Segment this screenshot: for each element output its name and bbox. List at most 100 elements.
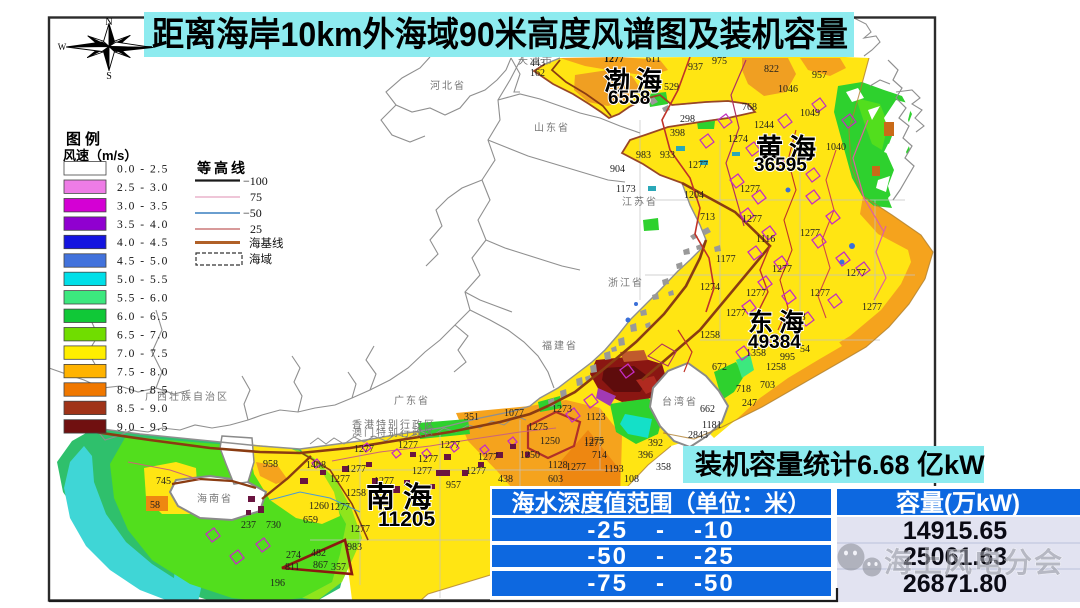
svg-text:398: 398 (670, 128, 685, 139)
svg-text:1277: 1277 (354, 444, 374, 455)
svg-text:1277: 1277 (440, 440, 460, 451)
svg-text:1250: 1250 (540, 436, 560, 447)
svg-text:1274: 1274 (700, 282, 720, 293)
svg-text:1277: 1277 (746, 288, 766, 299)
svg-text:澳门特别行政区: 澳门特别行政区 (352, 426, 436, 439)
svg-text:风速（m/s）: 风速（m/s） (63, 148, 137, 163)
svg-text:5.5 - 6.0: 5.5 - 6.0 (117, 293, 169, 305)
svg-text:1277: 1277 (604, 54, 624, 65)
svg-text:274: 274 (286, 550, 301, 561)
svg-text:1128: 1128 (548, 460, 568, 471)
svg-text:江苏省: 江苏省 (622, 195, 658, 208)
svg-text:东海: 东海 (748, 308, 810, 337)
svg-text:1277: 1277 (346, 464, 366, 475)
svg-text:1275: 1275 (528, 422, 548, 433)
svg-text:396: 396 (638, 450, 653, 461)
svg-text:1275: 1275 (584, 436, 604, 447)
svg-text:659: 659 (303, 515, 318, 526)
svg-text:1277: 1277 (374, 476, 394, 487)
svg-text:438: 438 (498, 474, 513, 485)
svg-text:662: 662 (700, 404, 715, 415)
svg-text:图例: 图例 (66, 130, 104, 148)
svg-text:海上风电分会: 海上风电分会 (884, 547, 1064, 578)
svg-text:福建省: 福建省 (542, 339, 578, 352)
svg-text:25: 25 (250, 222, 262, 236)
svg-text:1258: 1258 (700, 330, 720, 341)
svg-text:8.0 - 8.5: 8.0 - 8.5 (117, 385, 169, 397)
svg-text:957: 957 (812, 70, 827, 81)
svg-text:58: 58 (150, 500, 160, 511)
svg-text:1173: 1173 (616, 184, 636, 195)
svg-text:−100: −100 (243, 174, 268, 188)
svg-text:1040: 1040 (826, 142, 846, 153)
svg-text:603: 603 (548, 474, 563, 485)
svg-text:730: 730 (266, 520, 281, 531)
svg-text:-50 - -25: -50 - -25 (587, 543, 734, 570)
svg-text:距离海岸10km外海域90米高度风谱图及装机容量: 距离海岸10km外海域90米高度风谱图及装机容量 (152, 15, 848, 54)
svg-text:482: 482 (311, 548, 326, 559)
svg-text:1123: 1123 (586, 412, 606, 423)
svg-text:1244: 1244 (754, 120, 774, 131)
svg-text:933: 933 (660, 150, 675, 161)
svg-text:358: 358 (656, 462, 671, 473)
svg-text:1408: 1408 (306, 460, 326, 471)
svg-text:1204: 1204 (684, 190, 704, 201)
svg-text:904: 904 (610, 164, 625, 175)
svg-text:装机容量统计6.68 亿kW: 装机容量统计6.68 亿kW (695, 449, 985, 480)
svg-text:26871.80: 26871.80 (903, 570, 1007, 598)
svg-text:443: 443 (530, 58, 545, 69)
svg-text:1277: 1277 (584, 438, 604, 449)
svg-text:1277: 1277 (862, 302, 882, 313)
svg-text:1273: 1273 (552, 404, 572, 415)
svg-text:-75 - -50: -75 - -50 (587, 570, 734, 597)
svg-text:黄海: 黄海 (756, 134, 822, 164)
svg-text:1277: 1277 (330, 502, 350, 513)
svg-text:容量(万kW): 容量(万kW) (896, 489, 1020, 517)
svg-text:672: 672 (712, 362, 727, 373)
svg-text:1358: 1358 (746, 348, 766, 359)
svg-text:1258: 1258 (346, 488, 366, 499)
svg-text:南海: 南海 (366, 481, 440, 514)
svg-text:36595: 36595 (754, 155, 807, 176)
svg-text:357: 357 (331, 562, 346, 573)
svg-text:广东省: 广东省 (394, 394, 430, 407)
svg-text:1181: 1181 (702, 420, 722, 431)
svg-text:196: 196 (270, 578, 285, 589)
svg-text:1277: 1277 (688, 160, 708, 171)
svg-text:1277: 1277 (810, 288, 830, 299)
svg-text:1277: 1277 (800, 228, 820, 239)
svg-text:937: 937 (688, 62, 703, 73)
svg-text:1193: 1193 (604, 464, 624, 475)
svg-text:713: 713 (700, 212, 715, 223)
svg-text:1277: 1277 (466, 466, 486, 477)
svg-text:714: 714 (592, 450, 607, 461)
svg-text:3.0 - 3.5: 3.0 - 3.5 (117, 200, 169, 212)
svg-text:247: 247 (742, 398, 757, 409)
svg-text:1277: 1277 (418, 454, 438, 465)
svg-text:1277: 1277 (330, 474, 350, 485)
svg-text:718: 718 (736, 384, 751, 395)
svg-text:49384: 49384 (748, 332, 801, 353)
svg-text:2843: 2843 (688, 430, 708, 441)
svg-text:1277: 1277 (566, 462, 586, 473)
svg-text:983: 983 (347, 542, 362, 553)
svg-text:广西壮族自治区: 广西壮族自治区 (145, 390, 229, 403)
svg-text:1277: 1277 (846, 268, 866, 279)
svg-text:351: 351 (464, 412, 479, 423)
svg-text:1049: 1049 (800, 108, 820, 119)
svg-text:1046: 1046 (778, 84, 798, 95)
svg-text:867: 867 (313, 560, 328, 571)
svg-text:5.0 - 5.5: 5.0 - 5.5 (117, 274, 169, 286)
svg-text:54: 54 (800, 344, 810, 355)
svg-text:1277: 1277 (772, 264, 792, 275)
svg-text:4.0 - 4.5: 4.0 - 4.5 (117, 237, 169, 249)
svg-text:298: 298 (680, 114, 695, 125)
svg-text:822: 822 (764, 64, 779, 75)
svg-text:3.5 - 4.0: 3.5 - 4.0 (117, 219, 169, 231)
svg-text:983: 983 (636, 150, 651, 161)
svg-text:台湾省: 台湾省 (662, 395, 698, 408)
svg-text:6.5 - 7.0: 6.5 - 7.0 (117, 329, 169, 341)
svg-text:海南省: 海南省 (197, 492, 233, 505)
svg-text:392: 392 (648, 438, 663, 449)
svg-text:S: S (106, 71, 112, 82)
